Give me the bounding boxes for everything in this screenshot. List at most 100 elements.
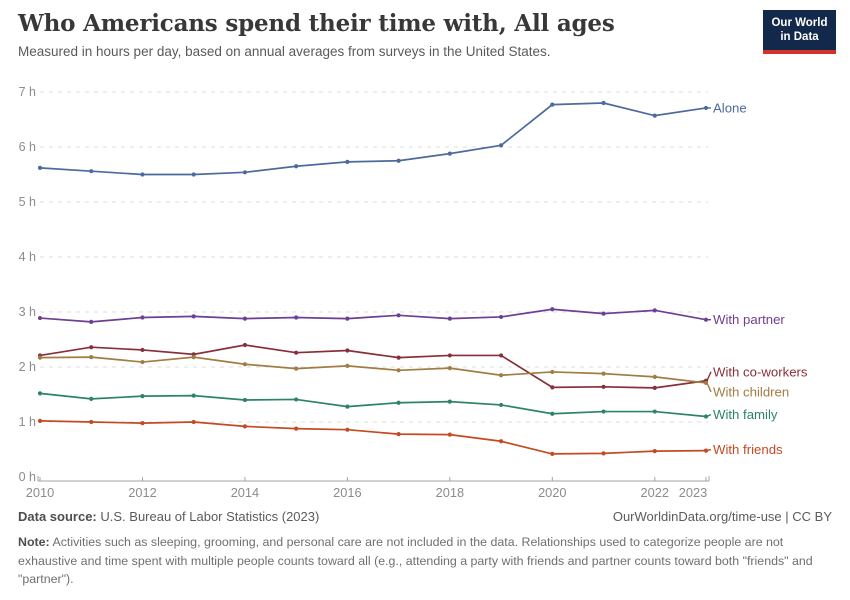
point-with-partner-2018[interactable]: [447, 316, 452, 321]
point-with-friends-2012[interactable]: [140, 421, 145, 426]
point-with-family-2020[interactable]: [550, 411, 555, 416]
point-with-family-2013[interactable]: [191, 393, 196, 398]
point-with-co-workers-2019[interactable]: [498, 353, 504, 358]
point-with-co-workers-2020[interactable]: [550, 385, 555, 390]
point-with-partner-2012[interactable]: [140, 315, 145, 320]
point-with-partner-2023[interactable]: [703, 317, 709, 322]
point-with-partner-2022[interactable]: [652, 308, 657, 313]
point-with-friends-2018[interactable]: [447, 432, 452, 437]
point-with-co-workers-2015[interactable]: [294, 350, 299, 355]
line-with-children[interactable]: [39, 356, 707, 384]
point-with-children-2015[interactable]: [294, 366, 299, 371]
point-with-partner-2016[interactable]: [345, 316, 350, 321]
point-with-partner-2011[interactable]: [89, 319, 94, 324]
point-with-family-2021[interactable]: [601, 409, 606, 414]
line-with-friends[interactable]: [39, 420, 707, 455]
point-with-friends-2022[interactable]: [652, 449, 657, 454]
point-with-children-2022[interactable]: [652, 374, 657, 379]
point-with-family-2012[interactable]: [140, 394, 145, 399]
point-with-children-2017[interactable]: [396, 368, 401, 373]
point-with-family-2010[interactable]: [37, 391, 43, 396]
point-alone-2015[interactable]: [294, 164, 299, 169]
point-with-partner-2015[interactable]: [294, 315, 299, 320]
point-with-family-2011[interactable]: [89, 396, 94, 401]
point-with-children-2016[interactable]: [345, 363, 350, 368]
line-with-co-workers[interactable]: [39, 344, 707, 389]
series-label-with-partner[interactable]: With partner: [713, 312, 785, 327]
point-alone-2014[interactable]: [242, 170, 248, 175]
line-with-family[interactable]: [39, 392, 707, 418]
point-with-family-2023[interactable]: [703, 414, 709, 419]
owid-logo[interactable]: Our World in Data: [763, 10, 836, 54]
series-label-with-children[interactable]: With children: [713, 384, 789, 399]
line-with-partner[interactable]: [39, 308, 707, 323]
series-with-children[interactable]: [37, 355, 709, 386]
point-with-partner-2014[interactable]: [242, 316, 248, 321]
point-with-family-2019[interactable]: [498, 402, 504, 408]
point-with-co-workers-2011[interactable]: [89, 345, 94, 350]
point-alone-2013[interactable]: [191, 172, 196, 177]
point-alone-2020[interactable]: [550, 102, 555, 107]
point-with-co-workers-2022[interactable]: [652, 385, 657, 390]
point-alone-2023[interactable]: [703, 105, 709, 111]
credit-link[interactable]: OurWorldinData.org/time-use | CC BY: [612, 509, 832, 524]
point-with-friends-2016[interactable]: [345, 427, 350, 432]
point-with-children-2013[interactable]: [191, 355, 196, 360]
point-with-family-2014[interactable]: [242, 397, 248, 403]
point-with-friends-2020[interactable]: [550, 451, 555, 456]
point-alone-2017[interactable]: [396, 158, 401, 163]
series-with-family[interactable]: [37, 391, 709, 419]
point-with-friends-2010[interactable]: [37, 418, 43, 423]
point-with-co-workers-2021[interactable]: [601, 384, 606, 389]
point-alone-2011[interactable]: [89, 169, 94, 174]
point-with-children-2019[interactable]: [498, 373, 504, 378]
series-alone[interactable]: [37, 100, 709, 177]
point-with-family-2017[interactable]: [396, 400, 401, 405]
point-with-family-2018[interactable]: [447, 399, 452, 404]
point-with-friends-2017[interactable]: [396, 432, 401, 437]
point-alone-2018[interactable]: [447, 151, 452, 156]
point-with-partner-2019[interactable]: [498, 314, 504, 320]
point-with-friends-2021[interactable]: [601, 451, 606, 456]
point-alone-2019[interactable]: [498, 143, 504, 148]
point-alone-2021[interactable]: [601, 100, 606, 106]
point-with-friends-2011[interactable]: [89, 419, 94, 425]
series-label-with-co-workers[interactable]: With co-workers: [713, 364, 808, 379]
point-with-partner-2020[interactable]: [550, 307, 555, 312]
point-alone-2016[interactable]: [345, 159, 350, 164]
point-with-partner-2010[interactable]: [37, 315, 43, 321]
point-with-partner-2013[interactable]: [191, 314, 196, 319]
point-with-co-workers-2014[interactable]: [242, 342, 248, 348]
point-alone-2010[interactable]: [37, 165, 43, 170]
point-with-partner-2021[interactable]: [601, 311, 606, 316]
point-with-friends-2015[interactable]: [294, 426, 299, 431]
series-label-with-family[interactable]: With family: [713, 407, 778, 422]
point-with-co-workers-2017[interactable]: [396, 355, 401, 360]
point-alone-2012[interactable]: [140, 172, 145, 177]
point-with-partner-2017[interactable]: [396, 313, 401, 318]
point-with-friends-2013[interactable]: [191, 419, 196, 425]
point-with-children-2021[interactable]: [601, 371, 606, 376]
point-alone-2022[interactable]: [652, 113, 657, 118]
line-alone[interactable]: [39, 102, 707, 176]
series-with-friends[interactable]: [37, 418, 709, 456]
point-with-family-2015[interactable]: [294, 397, 299, 402]
series-with-partner[interactable]: [37, 307, 709, 324]
point-with-children-2014[interactable]: [242, 362, 248, 367]
point-with-children-2011[interactable]: [89, 355, 94, 360]
point-with-friends-2014[interactable]: [242, 424, 248, 429]
point-with-friends-2019[interactable]: [498, 439, 504, 444]
series-label-with-friends[interactable]: With friends: [713, 442, 783, 457]
point-with-children-2012[interactable]: [140, 359, 145, 365]
point-with-children-2020[interactable]: [550, 369, 555, 375]
series-with-co-workers[interactable]: [37, 342, 709, 390]
point-with-co-workers-2018[interactable]: [447, 353, 452, 358]
point-with-friends-2023[interactable]: [703, 448, 709, 453]
point-with-family-2022[interactable]: [652, 409, 657, 414]
point-with-co-workers-2012[interactable]: [140, 347, 145, 353]
point-with-children-2018[interactable]: [447, 366, 452, 371]
point-with-children-2010[interactable]: [37, 355, 43, 360]
point-with-co-workers-2016[interactable]: [345, 348, 350, 353]
series-label-alone[interactable]: Alone: [713, 100, 747, 115]
point-with-family-2016[interactable]: [345, 404, 350, 409]
